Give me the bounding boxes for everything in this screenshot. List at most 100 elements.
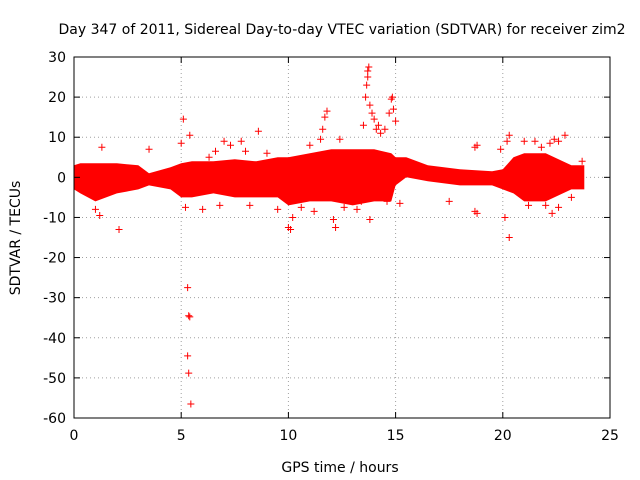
data-point: [289, 213, 297, 221]
data-point: [542, 201, 550, 209]
data-point: [548, 209, 556, 217]
data-point: [185, 369, 193, 377]
x-tick-label: 10: [279, 428, 297, 444]
data-point: [145, 145, 153, 153]
y-tick-label: 20: [48, 90, 66, 106]
data-point: [501, 213, 509, 221]
data-point: [561, 131, 569, 139]
data-point: [187, 400, 195, 408]
y-tick-label: -30: [43, 291, 66, 307]
data-point: [186, 313, 194, 321]
data-point: [385, 109, 393, 117]
data-point: [392, 117, 400, 125]
data-point: [336, 135, 344, 143]
data-point: [96, 211, 104, 219]
data-point: [364, 67, 372, 75]
y-tick-label: 10: [48, 130, 66, 146]
data-point: [567, 193, 575, 201]
plot-frame: [73, 56, 611, 419]
data-point: [555, 203, 563, 211]
data-point: [297, 203, 305, 211]
data-point: [364, 73, 372, 81]
y-tick-label: -20: [43, 251, 66, 267]
data-point: [263, 149, 271, 157]
data-point: [531, 137, 539, 145]
data-point: [374, 121, 382, 129]
data-point: [344, 195, 352, 203]
data-point: [383, 197, 391, 205]
data-point: [184, 352, 192, 360]
data-point: [199, 205, 207, 213]
data-point: [505, 234, 513, 241]
data-point: [205, 153, 213, 161]
data-point: [396, 199, 404, 207]
data-point: [115, 225, 123, 233]
y-tick-label: -60: [43, 411, 66, 427]
data-layer: [74, 63, 586, 408]
data-point: [237, 137, 245, 145]
y-tick-label: -40: [43, 331, 66, 347]
data-point: [340, 203, 348, 211]
data-point: [185, 312, 193, 320]
data-point: [362, 93, 370, 101]
y-tick-label: 30: [48, 50, 66, 66]
axis-ticks: 0 5 10 15 20 25 30 20 10 0 -10 -20 -30 -40 -50 -60: [43, 50, 619, 444]
y-tick-label: 0: [57, 170, 66, 186]
data-point: [186, 131, 194, 139]
data-point: [368, 109, 376, 117]
x-tick-label: 0: [70, 428, 79, 444]
data-point: [546, 139, 554, 147]
data-point: [372, 125, 380, 133]
x-tick-label: 15: [387, 428, 405, 444]
data-point: [353, 205, 361, 213]
data-point: [445, 197, 453, 205]
data-point: [473, 209, 481, 217]
y-axis-label: SDTVAR / TECUs: [8, 181, 24, 296]
data-point: [555, 137, 563, 145]
data-point: [503, 137, 511, 145]
data-point: [505, 131, 513, 139]
data-point: [287, 225, 295, 233]
data-point: [317, 135, 325, 143]
data-point: [98, 143, 106, 151]
data-point: [537, 143, 545, 151]
data-point: [321, 113, 329, 121]
data-point: [366, 101, 374, 109]
y-tick-label: -10: [43, 210, 66, 226]
x-tick-label: 25: [601, 428, 619, 444]
data-point: [220, 137, 228, 145]
data-point: [377, 129, 385, 137]
data-point: [242, 147, 250, 155]
data-point: [473, 141, 481, 149]
data-point: [310, 207, 318, 215]
data-point: [319, 125, 327, 133]
data-point: [274, 205, 282, 213]
x-tick-label: 20: [494, 428, 512, 444]
data-point: [216, 201, 224, 209]
data-point: [177, 139, 185, 147]
data-point: [306, 141, 314, 149]
chart-title: Day 347 of 2011, Sidereal Day-to-day VTE…: [59, 22, 626, 38]
data-point: [179, 115, 187, 123]
data-point: [357, 197, 365, 205]
y-tick-label: -50: [43, 371, 66, 387]
data-point: [332, 223, 340, 231]
data-point: [246, 201, 254, 209]
grid-lines: [74, 57, 610, 418]
data-band: [74, 149, 585, 206]
data-point: [91, 205, 99, 213]
data-point: [578, 157, 586, 165]
data-point: [366, 215, 374, 223]
data-point: [363, 81, 371, 89]
data-point: [525, 201, 533, 209]
data-point: [497, 145, 505, 153]
data-point: [329, 215, 337, 223]
x-tick-label: 5: [177, 428, 186, 444]
data-point: [520, 137, 528, 145]
data-point: [181, 203, 189, 211]
data-point: [550, 135, 558, 143]
data-point: [212, 147, 220, 155]
data-point: [381, 125, 389, 133]
x-axis-label: GPS time / hours: [281, 460, 398, 476]
